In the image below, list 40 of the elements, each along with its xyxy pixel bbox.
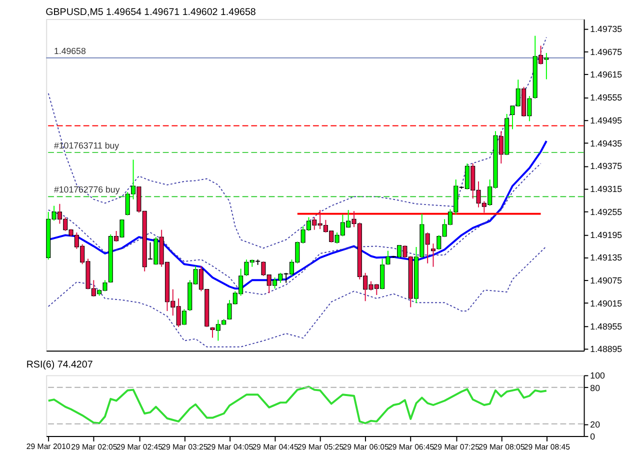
y-tick-label: 1.49195 — [590, 230, 622, 240]
line-series — [48, 163, 542, 296]
ref-line-label: 1.49658 — [54, 46, 86, 56]
y-tick-label: 1.49555 — [590, 92, 622, 103]
y-tick-label: 100 — [590, 370, 605, 381]
y-tick-label: 1.49075 — [590, 276, 622, 286]
line-series — [47, 386, 548, 424]
y-tick-label: 80 — [590, 382, 600, 393]
ref-line-label: #101763711 buy — [54, 140, 120, 151]
x-tick-label: 29 Mar 02:05 — [71, 442, 118, 452]
y-tick-label: 1.49255 — [590, 206, 622, 217]
x-tick-label: 29 Mar 05:25 — [297, 442, 344, 452]
x-tick-label: 29 Mar 07:25 — [433, 442, 480, 452]
y-tick-label: 1.49435 — [590, 138, 622, 148]
y-tick-label: 1.49615 — [590, 70, 622, 80]
chart-title: RSI(6) 74.4207 — [26, 359, 93, 370]
y-tick-label: 1.48955 — [590, 321, 622, 332]
y-tick-label: 1.49675 — [590, 46, 622, 57]
y-tick-label: 1.49735 — [590, 24, 622, 34]
x-tick-label: 29 Mar 04:45 — [252, 442, 299, 452]
line-series — [48, 36, 547, 249]
x-tick-label: 29 Mar 02:45 — [116, 442, 164, 452]
x-tick-label: 29 Mar 06:05 — [342, 442, 390, 452]
chart-title: GBPUSD,M5 1.49654 1.49671 1.49602 1.49658 — [46, 7, 256, 18]
y-tick-label: 1.49015 — [590, 298, 622, 308]
y-tick-label: 1.49375 — [590, 161, 622, 172]
ref-line-label: #101762776 buy — [54, 184, 120, 195]
x-tick-label: 29 Mar 04:05 — [206, 442, 254, 452]
y-tick-label: 20 — [590, 419, 600, 430]
x-tick-label: 29 Mar 08:05 — [478, 442, 526, 452]
y-tick-label: 1.49495 — [590, 115, 622, 126]
y-tick-label: 1.48895 — [590, 344, 622, 354]
text: 29 Mar 2010 — [26, 442, 71, 451]
y-tick-label: 0 — [590, 431, 596, 442]
line-series — [48, 246, 547, 348]
x-tick-label: 29 Mar 08:45 — [524, 442, 571, 452]
y-tick-label: 1.49315 — [590, 184, 622, 194]
x-tick-label: 29 Mar 03:25 — [162, 442, 208, 452]
y-tick-label: 1.49135 — [590, 252, 622, 263]
x-tick-label: 29 Mar 06:45 — [388, 442, 435, 452]
